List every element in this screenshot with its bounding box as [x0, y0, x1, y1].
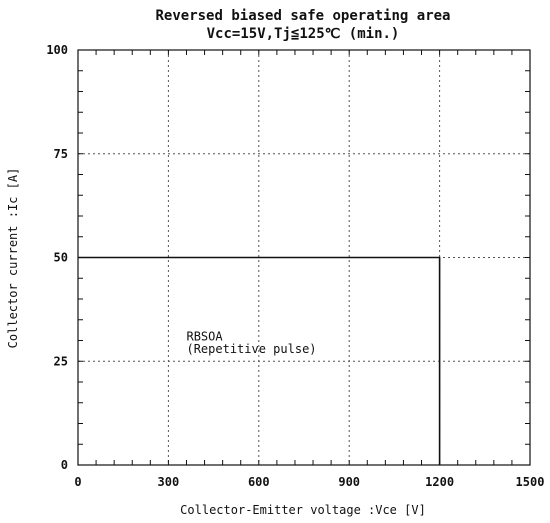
minor-ticks [78, 50, 530, 465]
plot-frame [77, 49, 531, 466]
y-tick-label: 75 [54, 147, 68, 161]
x-axis-label: Collector-Emitter voltage :Vce [V] [180, 503, 426, 517]
chart-title: Reversed biased safe operating area [155, 8, 450, 24]
rbsoa-boundary-line [78, 256, 441, 465]
x-tick-label: 300 [158, 475, 180, 489]
y-tick-labels: 0 25 50 75 100 [46, 43, 68, 472]
annotation-text: RBSOA [186, 330, 223, 344]
x-tick-label: 600 [248, 475, 270, 489]
y-tick-label: 0 [61, 458, 68, 472]
x-tick-labels: 0 300 600 900 1200 1500 [74, 475, 544, 489]
x-tick-label: 0 [74, 475, 81, 489]
y-tick-label: 25 [54, 354, 68, 368]
y-tick-label: 50 [54, 251, 68, 265]
x-tick-label: 1200 [425, 475, 454, 489]
y-tick-label: 100 [46, 43, 68, 57]
y-axis-label: Collector current :Ic [A] [6, 168, 20, 349]
x-tick-label: 900 [338, 475, 360, 489]
annotations: RBSOA(Repetitive pulse) [186, 330, 316, 356]
chart-subtitle: Vcc=15V,Tj≦125℃ (min.) [207, 26, 400, 42]
annotation-text: (Repetitive pulse) [186, 342, 316, 356]
series-layer [78, 256, 441, 465]
x-tick-label: 1500 [516, 475, 545, 489]
